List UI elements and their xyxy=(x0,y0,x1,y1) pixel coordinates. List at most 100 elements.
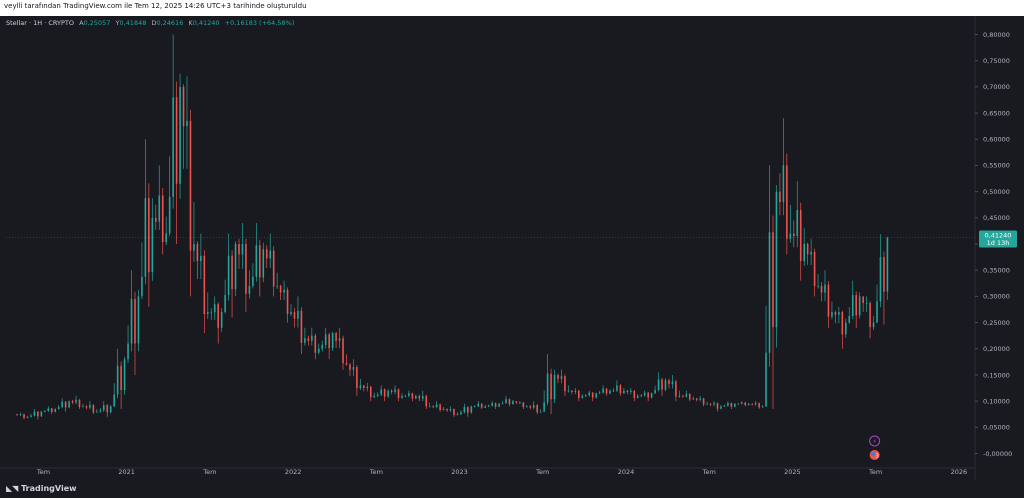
candle-body xyxy=(293,312,296,319)
candlestick-chart[interactable]: -0,00000 0,05000 0,10000 0,15000 0,20000 0,25… xyxy=(0,16,1024,480)
candle-body xyxy=(550,373,552,400)
candle-body xyxy=(578,390,580,398)
candle-body xyxy=(217,304,220,328)
candle-body xyxy=(224,295,226,313)
y-tick-label: 0,60000 xyxy=(983,136,1010,144)
candle-body xyxy=(168,196,171,234)
candle-body xyxy=(734,403,736,407)
change-value: +0,16183 (+64,58%) xyxy=(224,19,295,27)
candle-body xyxy=(220,312,223,328)
candle-body xyxy=(321,344,324,349)
candle-body xyxy=(380,389,382,395)
candle-body xyxy=(227,255,230,296)
symbol-legend: Stellar · 1H · CRYPTO A0,25057 Y0,41848 … xyxy=(6,19,294,27)
candle-body xyxy=(782,165,785,203)
candle-body xyxy=(678,395,681,397)
candle-body xyxy=(806,244,809,255)
candle-body xyxy=(588,392,591,396)
candle-body xyxy=(460,412,462,415)
candle-body xyxy=(328,334,330,349)
candle-body xyxy=(505,399,507,404)
candle-body xyxy=(331,333,334,349)
y-tick-label: 0,55000 xyxy=(983,162,1010,170)
candle-body xyxy=(75,399,77,403)
candle-body xyxy=(78,399,81,408)
candle-body xyxy=(876,301,878,323)
candle-body xyxy=(661,379,663,390)
candle-body xyxy=(127,343,129,360)
candle-body xyxy=(775,191,778,328)
candle-body xyxy=(96,411,98,413)
candle-body xyxy=(442,409,445,410)
candle-body xyxy=(841,312,844,335)
symbol-name: Stellar · 1H · CRYPTO xyxy=(6,19,74,27)
candle-body xyxy=(19,414,22,415)
candle-body xyxy=(647,392,649,398)
candle-body xyxy=(473,406,476,408)
candle-body xyxy=(671,381,674,385)
candle-body xyxy=(546,373,549,403)
candle-body xyxy=(463,407,466,413)
tradingview-logo[interactable]: ◣◥ TradingView xyxy=(6,484,77,493)
candle-body xyxy=(151,217,154,273)
candle-body xyxy=(650,393,653,398)
candle-body xyxy=(792,233,795,237)
candle-body xyxy=(688,393,691,400)
candle-body xyxy=(373,395,376,398)
candle-body xyxy=(716,403,719,409)
candle-body xyxy=(786,165,788,239)
candle-body xyxy=(487,405,490,407)
candle-body xyxy=(453,409,455,415)
candle-body xyxy=(238,244,240,255)
candle-body xyxy=(175,97,178,184)
candle-body xyxy=(605,388,608,394)
candle-body xyxy=(141,276,143,297)
high-label: Y xyxy=(115,19,120,27)
candle-body xyxy=(144,198,147,277)
close-value: 0,41240 xyxy=(192,19,220,27)
x-tick-label: Tem xyxy=(702,468,716,476)
candle-body xyxy=(765,352,767,407)
candle-body xyxy=(571,390,573,392)
candle-body xyxy=(154,217,157,222)
candle-body xyxy=(369,386,372,398)
candle-body xyxy=(182,86,185,127)
candle-body xyxy=(484,406,486,408)
candle-body xyxy=(428,406,431,408)
header-bar: veylli tarafından TradingView.com ile Te… xyxy=(0,0,1024,16)
candle-body xyxy=(685,393,688,397)
candle-body xyxy=(467,407,469,413)
candle-body xyxy=(886,237,889,292)
candle-body xyxy=(654,390,656,394)
candle-body xyxy=(259,245,261,278)
candle-body xyxy=(883,257,885,292)
candle-body xyxy=(314,335,317,353)
x-tick-label: Tem xyxy=(868,468,882,476)
y-tick-label: 0,30000 xyxy=(983,293,1010,301)
candle-body xyxy=(789,233,792,239)
logo-text: TradingView xyxy=(21,484,77,493)
candle-body xyxy=(189,120,192,251)
candle-body xyxy=(616,385,618,391)
chart-area[interactable]: -0,00000 0,05000 0,10000 0,15000 0,20000 0,25… xyxy=(0,16,1024,480)
candle-body xyxy=(439,404,441,410)
candle-body xyxy=(869,302,871,328)
candle-body xyxy=(359,385,362,389)
candle-body xyxy=(737,403,740,405)
candle-body xyxy=(529,406,532,408)
candle-body xyxy=(255,245,258,277)
candle-body xyxy=(71,401,74,403)
candle-body xyxy=(449,409,452,411)
candle-body xyxy=(682,395,684,397)
candle-body xyxy=(338,338,341,341)
candle-body xyxy=(286,289,289,315)
candle-body xyxy=(161,195,164,243)
candle-body xyxy=(408,393,410,396)
candle-body xyxy=(720,406,722,409)
candle-body xyxy=(494,403,497,407)
candle-body xyxy=(754,403,757,405)
candle-body xyxy=(623,390,625,394)
low-label: D xyxy=(151,19,157,27)
x-tick-label: 2022 xyxy=(285,468,302,476)
candle-body xyxy=(758,403,760,408)
